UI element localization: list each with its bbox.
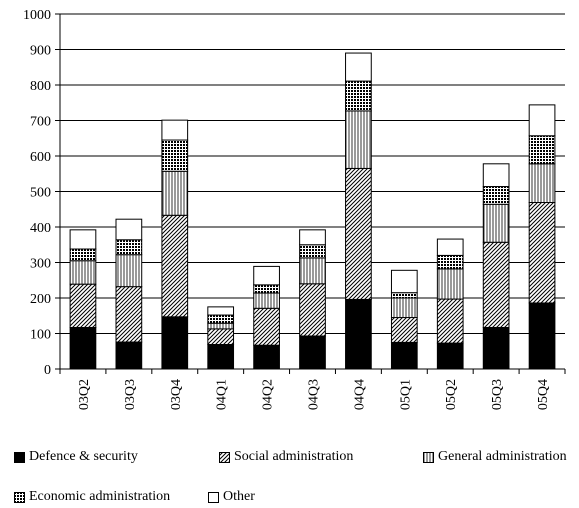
bar-segment-defence-security — [161, 316, 189, 370]
legend-label: General administration — [438, 449, 567, 464]
x-tick-label: 05Q3 — [490, 379, 505, 410]
legend-item-social-administration: Social administration — [219, 449, 353, 465]
legend-item-defence-security: Defence & security — [14, 449, 138, 465]
bar-segment-social-administration — [69, 283, 97, 328]
bar-segment-social-administration — [390, 317, 418, 343]
bar-segment-defence-security — [345, 298, 372, 370]
y-tick-label: 300 — [30, 257, 51, 272]
legend-item-economic-administration: Economic administration — [14, 489, 170, 505]
bar-segment-general-administration — [115, 254, 143, 288]
bar-segment-other — [253, 265, 280, 286]
y-axis-ticks: 0 100 200 300 400 500 600 700 800 900 1000 — [23, 8, 60, 378]
bar-segment-defence-security — [436, 342, 464, 370]
axes — [59, 14, 565, 370]
y-tick-label: 900 — [30, 44, 51, 59]
bar-segment-economic-administration — [207, 314, 235, 324]
bar-segment-economic-administration — [69, 248, 97, 262]
bar-segment-defence-security — [69, 326, 97, 370]
bar-segment-social-administration — [528, 202, 556, 304]
bar-segment-economic-administration — [161, 139, 189, 172]
legend-label: Defence & security — [29, 449, 138, 464]
legend-swatch-vertical-icon — [423, 451, 434, 463]
y-tick-label: 0 — [44, 363, 51, 378]
bar-segment-general-administration — [299, 257, 326, 285]
y-tick-label: 500 — [30, 186, 51, 201]
bar-segment-general-administration — [161, 170, 189, 216]
x-tick-label: 03Q2 — [77, 379, 92, 410]
bar-segment-defence-security — [299, 335, 326, 370]
bar-segment-general-administration — [69, 260, 97, 285]
x-tick-label: 05Q4 — [536, 379, 551, 410]
bar-segment-defence-security — [390, 341, 418, 370]
x-tick-label: 05Q1 — [398, 379, 413, 410]
bar-segment-other — [436, 238, 464, 256]
legend-swatch-solid-icon — [14, 451, 25, 463]
y-tick-label: 700 — [30, 115, 51, 130]
x-tick-label: 04Q1 — [215, 379, 230, 410]
bar-segment-social-administration — [253, 307, 280, 346]
x-tick-label: 04Q4 — [352, 379, 367, 410]
y-tick-label: 1000 — [23, 8, 51, 23]
bar-segment-general-administration — [390, 297, 418, 319]
bar-segment-economic-administration — [390, 292, 418, 299]
bar-segment-other — [345, 52, 372, 82]
bars — [69, 52, 556, 370]
bar-segment-economic-administration — [528, 135, 556, 165]
bar-segment-general-administration — [482, 203, 510, 243]
bar-segment-defence-security — [482, 326, 510, 370]
legend-swatch-grid-icon — [14, 491, 25, 503]
bar-segment-general-administration — [345, 110, 372, 169]
gridlines — [60, 13, 565, 334]
y-tick-label: 200 — [30, 292, 51, 307]
bar-segment-economic-administration — [299, 244, 326, 259]
legend-label: Other — [223, 489, 255, 504]
x-tick-label: 04Q3 — [307, 379, 322, 410]
bar-segment-other — [115, 218, 143, 241]
bar-segment-social-administration — [207, 328, 235, 346]
x-tick-label: 03Q4 — [169, 379, 184, 410]
x-tick-label: 04Q2 — [261, 379, 276, 410]
bar-segment-social-administration — [482, 241, 510, 328]
bar-segment-other — [482, 163, 510, 188]
legend-label: Economic administration — [29, 489, 171, 504]
y-tick-label: 600 — [30, 150, 51, 165]
y-tick-label: 400 — [30, 221, 51, 236]
bar-segment-defence-security — [528, 302, 556, 370]
bar-segment-other — [299, 229, 326, 246]
bar-segment-other — [528, 104, 556, 137]
bar-segment-other — [390, 269, 418, 294]
x-axis-ticks: 03Q2 03Q3 03Q4 04Q1 04Q2 04Q3 04Q4 05Q1 05Q2 05Q3… — [59, 369, 566, 410]
x-tick-label: 05Q2 — [444, 379, 459, 410]
bar-segment-defence-security — [207, 344, 235, 370]
bar-segment-social-administration — [161, 214, 189, 318]
legend-item-other: Other — [208, 489, 255, 505]
bar-segment-defence-security — [253, 344, 280, 370]
y-tick-label: 100 — [30, 328, 51, 343]
legend-swatch-white-icon — [208, 491, 219, 503]
y-tick-label: 800 — [30, 79, 51, 94]
bar-segment-social-administration — [345, 167, 372, 300]
legend-item-general-administration: General administration — [423, 449, 567, 465]
bar-segment-social-administration — [436, 298, 464, 344]
legend-swatch-diagonal-icon — [219, 451, 230, 463]
x-tick-label: 03Q3 — [123, 379, 138, 410]
bar-segment-economic-administration — [253, 284, 280, 294]
bar-segment-social-administration — [115, 286, 143, 343]
bar-segment-other — [207, 306, 235, 316]
bar-segment-general-administration — [436, 268, 464, 300]
bar-segment-other — [161, 119, 189, 141]
bar-segment-economic-administration — [345, 80, 372, 112]
bar-segment-general-administration — [207, 322, 235, 330]
bar-segment-defence-security — [115, 341, 143, 370]
legend-label: Social administration — [234, 449, 354, 464]
bar-segment-economic-administration — [436, 254, 464, 270]
bar-segment-economic-administration — [482, 186, 510, 205]
bar-segment-general-administration — [528, 163, 556, 204]
bar-segment-economic-administration — [115, 239, 143, 256]
bar-segment-social-administration — [299, 283, 326, 337]
bar-segment-other — [69, 229, 97, 250]
bar-segment-general-administration — [253, 292, 280, 309]
